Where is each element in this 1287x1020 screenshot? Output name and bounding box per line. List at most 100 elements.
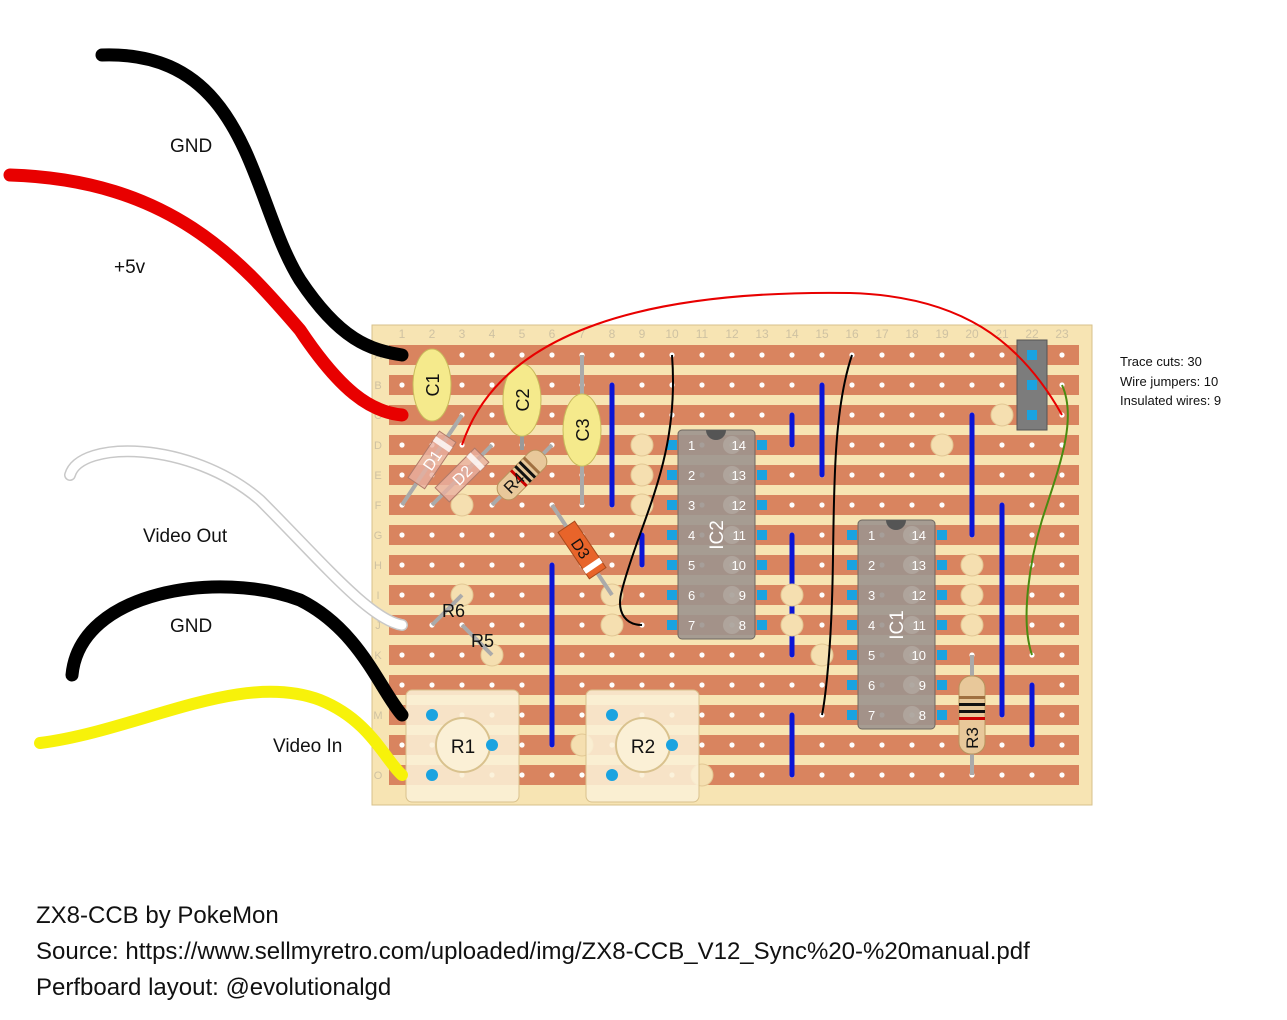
pot-pin — [486, 739, 498, 751]
hole — [489, 352, 495, 358]
column-label: 11 — [696, 327, 709, 341]
wire-green — [1025, 384, 1069, 656]
hole — [1059, 592, 1065, 598]
column-label: 21 — [995, 327, 1009, 341]
ic-pad — [667, 560, 677, 570]
ic-pin-number: 2 — [688, 468, 695, 483]
hole — [819, 682, 825, 688]
solder-point — [960, 613, 984, 637]
hole — [1059, 352, 1065, 358]
wire-gnd-bottom — [65, 580, 409, 722]
hole — [639, 682, 645, 688]
hole — [459, 652, 465, 658]
hole — [759, 382, 765, 388]
ic-pin-number: 7 — [688, 618, 695, 633]
hole — [879, 442, 885, 448]
ic-pin-number: 14 — [732, 438, 746, 453]
hole — [459, 562, 465, 568]
hole — [699, 712, 705, 718]
row-label: D — [374, 440, 382, 452]
ic-pin-number: 10 — [732, 558, 746, 573]
hole — [549, 472, 555, 478]
hole — [729, 712, 735, 718]
ic1-label: IC1 — [887, 610, 908, 640]
ic-pin-number: 13 — [732, 468, 746, 483]
hole — [579, 772, 585, 778]
hole — [729, 682, 735, 688]
ic-pad — [757, 500, 767, 510]
hole — [489, 412, 495, 418]
hole — [1059, 622, 1065, 628]
column-label: 7 — [579, 327, 586, 341]
hole — [759, 412, 765, 418]
ic-pad — [667, 530, 677, 540]
ic-pad — [667, 620, 677, 630]
hole — [879, 742, 885, 748]
hole — [1059, 712, 1065, 718]
hole — [489, 382, 495, 388]
ic-pin-number: 14 — [912, 528, 926, 543]
resistor-r5: R5 — [460, 623, 494, 657]
row-label: K — [374, 650, 382, 662]
c1-label: C1 — [423, 373, 443, 396]
hole — [879, 412, 885, 418]
hole — [669, 682, 675, 688]
hole — [549, 772, 555, 778]
ic-pad — [757, 470, 767, 480]
solder-points — [450, 403, 1014, 787]
ic-pin-number: 9 — [739, 588, 746, 603]
hole — [639, 412, 645, 418]
column-label: 6 — [549, 327, 556, 341]
column-label: 20 — [965, 327, 979, 341]
hole — [759, 712, 765, 718]
ic-pin-number: 8 — [919, 708, 926, 723]
hole — [759, 742, 765, 748]
hole — [999, 742, 1005, 748]
hole — [399, 652, 405, 658]
solder-point — [930, 433, 954, 457]
solder-point — [990, 403, 1014, 427]
row-label: E — [374, 470, 381, 482]
ic-pad — [937, 530, 947, 540]
ic-solder — [903, 556, 921, 574]
hole — [1059, 652, 1065, 658]
column-label: 17 — [875, 327, 889, 341]
diode-d3: D3 — [550, 503, 614, 597]
row-label: M — [373, 710, 382, 722]
solder-point — [780, 613, 804, 637]
diode-d1: D1 — [400, 413, 464, 507]
label-video-out: Video Out — [143, 526, 228, 547]
hole — [729, 742, 735, 748]
wire-gnd-top — [95, 48, 409, 362]
hole — [399, 472, 405, 478]
hole — [909, 412, 915, 418]
trace-cuts: Trace cuts: 30 — [1120, 354, 1202, 369]
insulated-wires-count: Insulated wires: 9 — [1120, 393, 1222, 408]
hole — [549, 382, 555, 388]
ic-pad — [847, 650, 857, 660]
column-label: 14 — [785, 327, 799, 341]
ic-pad — [937, 680, 947, 690]
hole — [819, 772, 825, 778]
row-label: C — [374, 410, 382, 422]
row-label: J — [375, 620, 381, 632]
row-label: I — [376, 590, 379, 602]
hole — [1059, 472, 1065, 478]
ic-pin-number: 4 — [868, 618, 875, 633]
ic-solder — [723, 436, 741, 454]
hole — [759, 772, 765, 778]
hole — [699, 682, 705, 688]
wire-jumpers-count: Wire jumpers: 10 — [1120, 373, 1219, 389]
ic-pad — [667, 500, 677, 510]
hole — [1029, 502, 1035, 508]
hole — [849, 382, 855, 388]
row-label: G — [374, 530, 383, 542]
row-label: O — [374, 770, 383, 782]
row-label: H — [374, 560, 382, 572]
hole — [549, 352, 555, 358]
hole — [399, 562, 405, 568]
hole — [489, 532, 495, 538]
hole — [609, 532, 615, 538]
hole — [759, 652, 765, 658]
ic1: 1 14 2 13 3 12 4 11 5 10 6 9 7 8 IC1 — [847, 519, 947, 730]
